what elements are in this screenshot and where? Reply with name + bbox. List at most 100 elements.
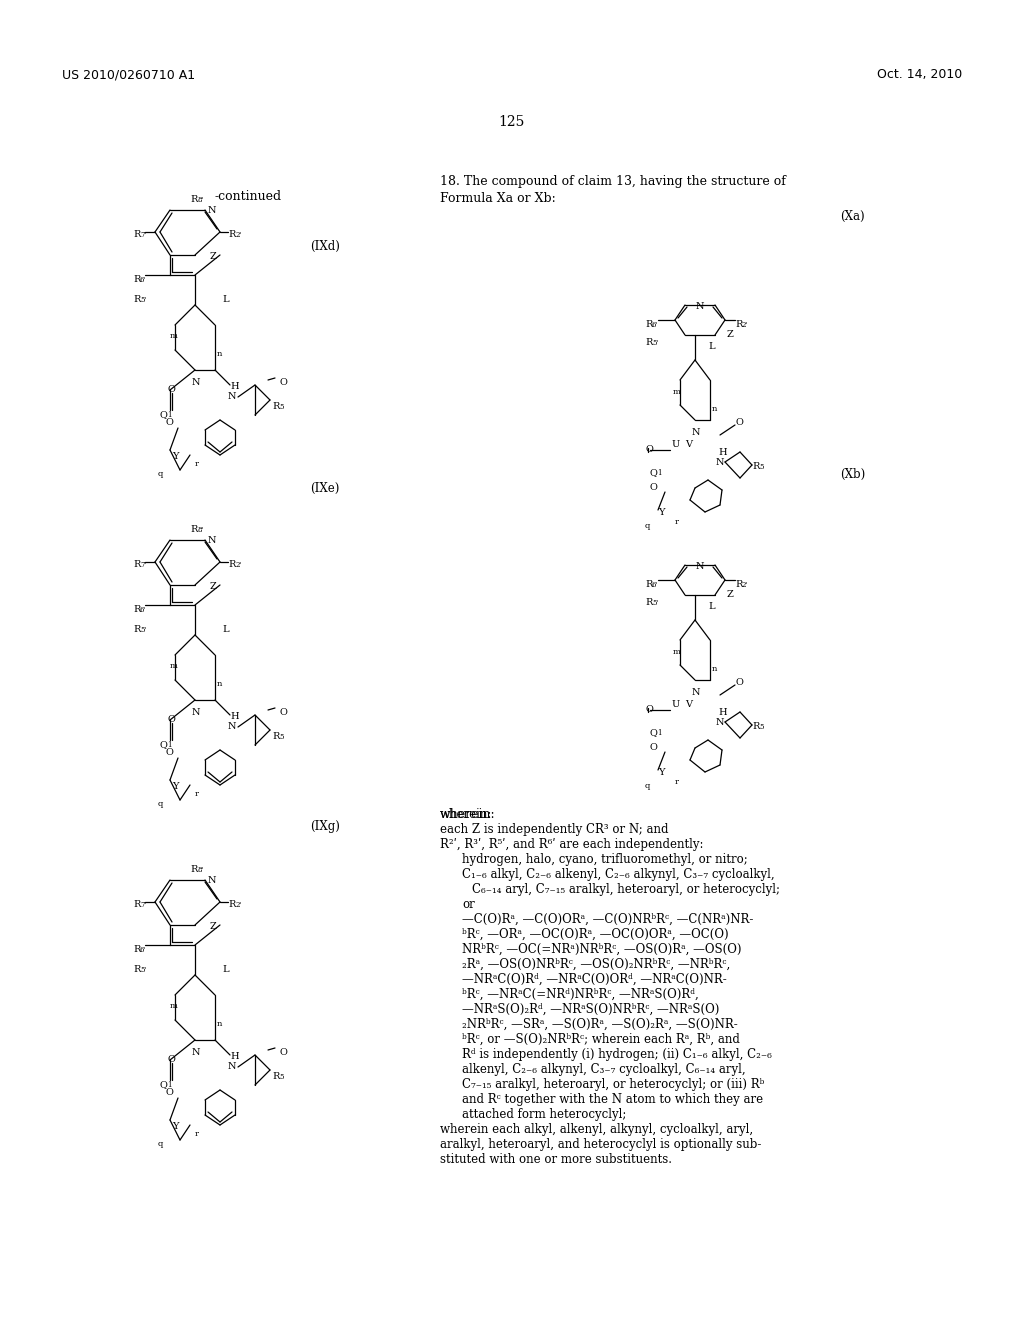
- Text: V: V: [685, 700, 692, 709]
- Text: R: R: [133, 900, 140, 909]
- Text: R: R: [190, 525, 198, 535]
- Text: 6': 6': [652, 581, 658, 589]
- Text: Z: Z: [727, 330, 734, 339]
- Text: R: R: [133, 945, 140, 954]
- Text: R: R: [133, 624, 140, 634]
- Text: 1: 1: [167, 411, 171, 418]
- Text: R: R: [645, 338, 652, 347]
- Text: wherein:: wherein:: [440, 808, 493, 821]
- Text: (Xa): (Xa): [840, 210, 864, 223]
- Text: O: O: [650, 743, 657, 752]
- Text: Q: Q: [650, 729, 657, 737]
- Text: r: r: [195, 459, 199, 469]
- Text: R: R: [133, 605, 140, 614]
- Text: Rᵈ is independently (i) hydrogen; (ii) C₁₋₆ alkyl, C₂₋₆: Rᵈ is independently (i) hydrogen; (ii) C…: [462, 1048, 772, 1061]
- Text: Y: Y: [658, 768, 665, 777]
- Text: O: O: [168, 715, 176, 723]
- Text: Y: Y: [172, 781, 178, 791]
- Text: ₂Rᵃ, —OS(O)NRᵇRᶜ, —OS(O)₂NRᵇRᶜ, —NRᵇRᶜ,: ₂Rᵃ, —OS(O)NRᵇRᶜ, —OS(O)₂NRᵇRᶜ, —NRᵇRᶜ,: [462, 958, 730, 972]
- Text: H: H: [230, 381, 239, 391]
- Text: 5: 5: [279, 1073, 284, 1081]
- Text: q: q: [645, 521, 650, 531]
- Text: Q: Q: [650, 469, 657, 477]
- Text: Z: Z: [210, 252, 217, 261]
- Text: N: N: [193, 378, 201, 387]
- Text: V: V: [685, 440, 692, 449]
- Text: q: q: [158, 800, 164, 808]
- Text: (Xb): (Xb): [840, 469, 865, 480]
- Text: n: n: [217, 680, 222, 688]
- Text: L: L: [708, 342, 715, 351]
- Text: 6': 6': [140, 276, 146, 284]
- Text: Z: Z: [727, 590, 734, 599]
- Text: N: N: [208, 536, 216, 545]
- Text: R: R: [272, 733, 280, 741]
- Text: R: R: [133, 275, 140, 284]
- Text: wherein each alkyl, alkenyl, alkynyl, cycloalkyl, aryl,: wherein each alkyl, alkenyl, alkynyl, cy…: [440, 1123, 753, 1137]
- Text: R: R: [752, 462, 760, 471]
- Text: N: N: [692, 428, 700, 437]
- Text: 5': 5': [140, 626, 146, 634]
- Text: Y: Y: [172, 451, 178, 461]
- Text: Q: Q: [160, 741, 168, 748]
- Text: 18. The compound of claim 13, having the structure of: 18. The compound of claim 13, having the…: [440, 176, 785, 187]
- Text: N: N: [228, 392, 237, 401]
- Text: O: O: [165, 1088, 173, 1097]
- Text: O: O: [168, 385, 176, 393]
- Text: R: R: [735, 319, 742, 329]
- Text: q: q: [158, 470, 164, 478]
- Text: m: m: [170, 1002, 178, 1010]
- Text: m: m: [673, 648, 681, 656]
- Text: 1: 1: [167, 741, 171, 748]
- Text: L: L: [708, 602, 715, 611]
- Text: 2': 2': [234, 231, 242, 239]
- Text: m: m: [170, 333, 178, 341]
- Text: O: O: [168, 1055, 176, 1064]
- Text: L: L: [222, 965, 228, 974]
- Text: 5': 5': [140, 966, 146, 974]
- Text: 7': 7': [140, 902, 146, 909]
- Text: q: q: [645, 781, 650, 789]
- Text: Z: Z: [210, 582, 217, 591]
- Text: wherein:: wherein:: [440, 808, 496, 821]
- Text: 1: 1: [657, 469, 662, 477]
- Text: R: R: [133, 965, 140, 974]
- Text: 8': 8': [197, 525, 204, 535]
- Text: R: R: [133, 230, 140, 239]
- Text: -continued: -continued: [214, 190, 282, 203]
- Text: O: O: [735, 678, 742, 686]
- Text: 5: 5: [759, 463, 764, 471]
- Text: each Z is independently CR³ or N; and: each Z is independently CR³ or N; and: [440, 822, 669, 836]
- Text: R: R: [272, 1072, 280, 1081]
- Text: 2': 2': [234, 902, 242, 909]
- Text: q: q: [158, 1140, 164, 1148]
- Text: aralkyl, heteroaryl, and heterocyclyl is optionally sub-: aralkyl, heteroaryl, and heterocyclyl is…: [440, 1138, 762, 1151]
- Text: ᵇRᶜ, or —S(O)₂NRᵇRᶜ; wherein each Rᵃ, Rᵇ, and: ᵇRᶜ, or —S(O)₂NRᵇRᶜ; wherein each Rᵃ, Rᵇ…: [462, 1034, 740, 1045]
- Text: or: or: [462, 898, 475, 911]
- Text: n: n: [217, 350, 222, 358]
- Text: Oct. 14, 2010: Oct. 14, 2010: [877, 69, 962, 81]
- Text: 5': 5': [652, 599, 658, 607]
- Text: 5': 5': [140, 296, 146, 304]
- Text: R: R: [190, 195, 198, 205]
- Text: 2': 2': [742, 321, 749, 329]
- Text: R: R: [645, 598, 652, 607]
- Text: (IXg): (IXg): [310, 820, 340, 833]
- Text: 2': 2': [234, 561, 242, 569]
- Text: U: U: [672, 440, 680, 449]
- Text: 5: 5: [279, 733, 284, 741]
- Text: n: n: [712, 405, 718, 413]
- Text: N: N: [208, 876, 216, 884]
- Text: O: O: [645, 445, 653, 454]
- Text: ᵇRᶜ, —NRᵃC(=NRᵈ)NRᵇRᶜ, —NRᵃS(O)Rᵈ,: ᵇRᶜ, —NRᵃC(=NRᵈ)NRᵇRᶜ, —NRᵃS(O)Rᵈ,: [462, 987, 698, 1001]
- Text: US 2010/0260710 A1: US 2010/0260710 A1: [62, 69, 196, 81]
- Text: ₂NRᵇRᶜ, —SRᵃ, —S(O)Rᵃ, —S(O)₂Rᵃ, —S(O)NR-: ₂NRᵇRᶜ, —SRᵃ, —S(O)Rᵃ, —S(O)₂Rᵃ, —S(O)NR…: [462, 1018, 737, 1031]
- Text: C₆₋₁₄ aryl, C₇₋₁₅ aralkyl, heteroaryl, or heterocyclyl;: C₆₋₁₄ aryl, C₇₋₁₅ aralkyl, heteroaryl, o…: [472, 883, 780, 896]
- Text: 6': 6': [140, 946, 146, 954]
- Text: 125: 125: [499, 115, 525, 129]
- Text: U: U: [672, 700, 680, 709]
- Text: R: R: [228, 900, 236, 909]
- Text: R: R: [228, 560, 236, 569]
- Text: O: O: [165, 418, 173, 426]
- Text: O: O: [650, 483, 657, 492]
